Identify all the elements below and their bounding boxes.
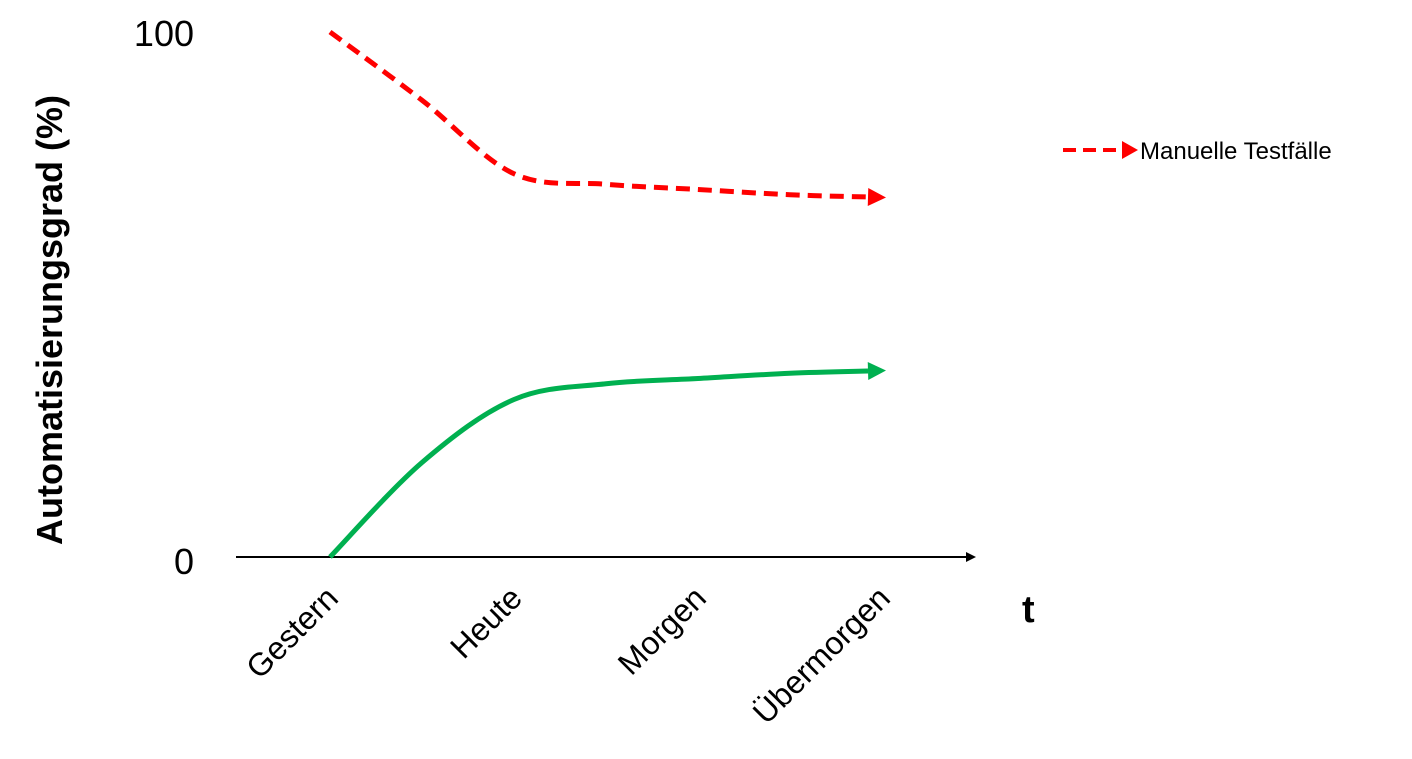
y-tick-label-max: 100: [134, 13, 194, 54]
y-tick-label-min: 0: [174, 541, 194, 582]
legend-label-manuelle-testfaelle: Manuelle Testfälle: [1140, 138, 1332, 165]
legend: Manuelle Testfälle: [1063, 138, 1332, 165]
series-arrowhead-0: [867, 187, 886, 206]
series-line-1: [328, 368, 869, 559]
x-tick-label: Gestern: [239, 579, 345, 685]
series-lines: [328, 29, 886, 559]
x-tick-label: Übermorgen: [746, 579, 897, 730]
x-tick-label: Morgen: [611, 579, 713, 681]
series-arrowhead-1: [867, 362, 886, 381]
legend-arrowhead: [1122, 141, 1138, 159]
y-axis-label: Automatisierungsgrad (%): [29, 95, 70, 545]
series-line-0: [328, 29, 869, 200]
x-tick-labels: Gestern Heute Morgen Übermorgen: [239, 579, 897, 730]
x-axis-label: t: [1022, 589, 1035, 631]
x-tick-label: Heute: [443, 579, 529, 665]
